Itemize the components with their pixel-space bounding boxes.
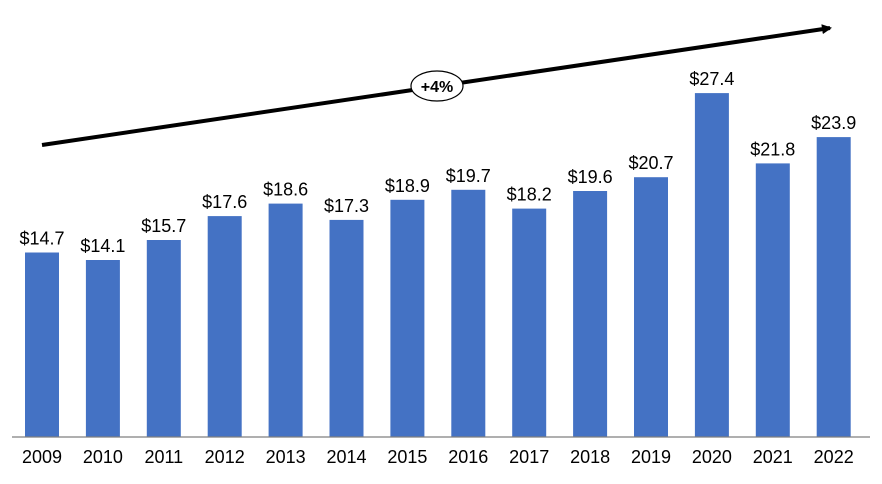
x-tick-label-2015: 2015 — [387, 447, 427, 467]
value-labels-group: $14.7 $14.1 $15.7 $17.6 $18.6 $17.3 $18.9 $19.7… — [19, 69, 856, 256]
bar-2014 — [329, 219, 364, 437]
bar-2009 — [25, 252, 59, 437]
x-tick-label-2010: 2010 — [83, 447, 123, 467]
bar-2020 — [694, 93, 729, 437]
trend-badge-label: +4% — [421, 79, 453, 96]
x-tick-label-2022: 2022 — [814, 447, 854, 467]
bar-2022 — [816, 137, 851, 437]
bar-2013 — [268, 203, 303, 437]
bar-2019 — [634, 177, 668, 437]
bars-group — [25, 93, 851, 437]
bar-2015 — [390, 199, 425, 437]
x-tick-label-2014: 2014 — [326, 447, 366, 467]
x-tick-label-2016: 2016 — [448, 447, 488, 467]
value-label-2017: $18.2 — [507, 185, 552, 205]
x-tick-label-2009: 2009 — [22, 447, 62, 467]
bar-2016 — [451, 189, 486, 437]
x-tick-label-2018: 2018 — [570, 447, 610, 467]
value-label-2013: $18.6 — [263, 180, 308, 200]
x-tick-label-2020: 2020 — [692, 447, 732, 467]
value-label-2020: $27.4 — [689, 69, 734, 89]
x-tick-label-2012: 2012 — [205, 447, 245, 467]
bar-2021 — [755, 163, 790, 437]
value-label-2021: $21.8 — [750, 139, 795, 159]
value-label-2012: $17.6 — [202, 192, 247, 212]
value-label-2009: $14.7 — [19, 229, 64, 249]
value-label-2015: $18.9 — [385, 176, 430, 196]
x-tick-label-2019: 2019 — [631, 447, 671, 467]
value-label-2018: $19.6 — [568, 167, 613, 187]
value-label-2014: $17.3 — [324, 196, 369, 216]
bar-2011 — [146, 240, 181, 437]
x-tick-label-2011: 2011 — [144, 447, 183, 467]
bar-2017 — [512, 208, 547, 437]
x-tick-label-2017: 2017 — [509, 447, 549, 467]
value-label-2016: $19.7 — [446, 166, 491, 186]
x-tick-labels-group: 2009 2010 2011 2012 2013 2014 2015 2016 2017 2018… — [22, 447, 854, 467]
bar-2010 — [85, 260, 120, 437]
value-label-2019: $20.7 — [628, 153, 673, 173]
value-label-2010: $14.1 — [80, 236, 125, 256]
value-label-2011: $15.7 — [141, 216, 186, 236]
bar-2012 — [207, 216, 242, 437]
bar-2018 — [573, 191, 608, 437]
trend-badge — [410, 70, 464, 102]
x-tick-label-2021: 2021 — [753, 447, 793, 467]
value-label-2022: $23.9 — [811, 113, 856, 133]
x-tick-label-2013: 2013 — [266, 447, 306, 467]
